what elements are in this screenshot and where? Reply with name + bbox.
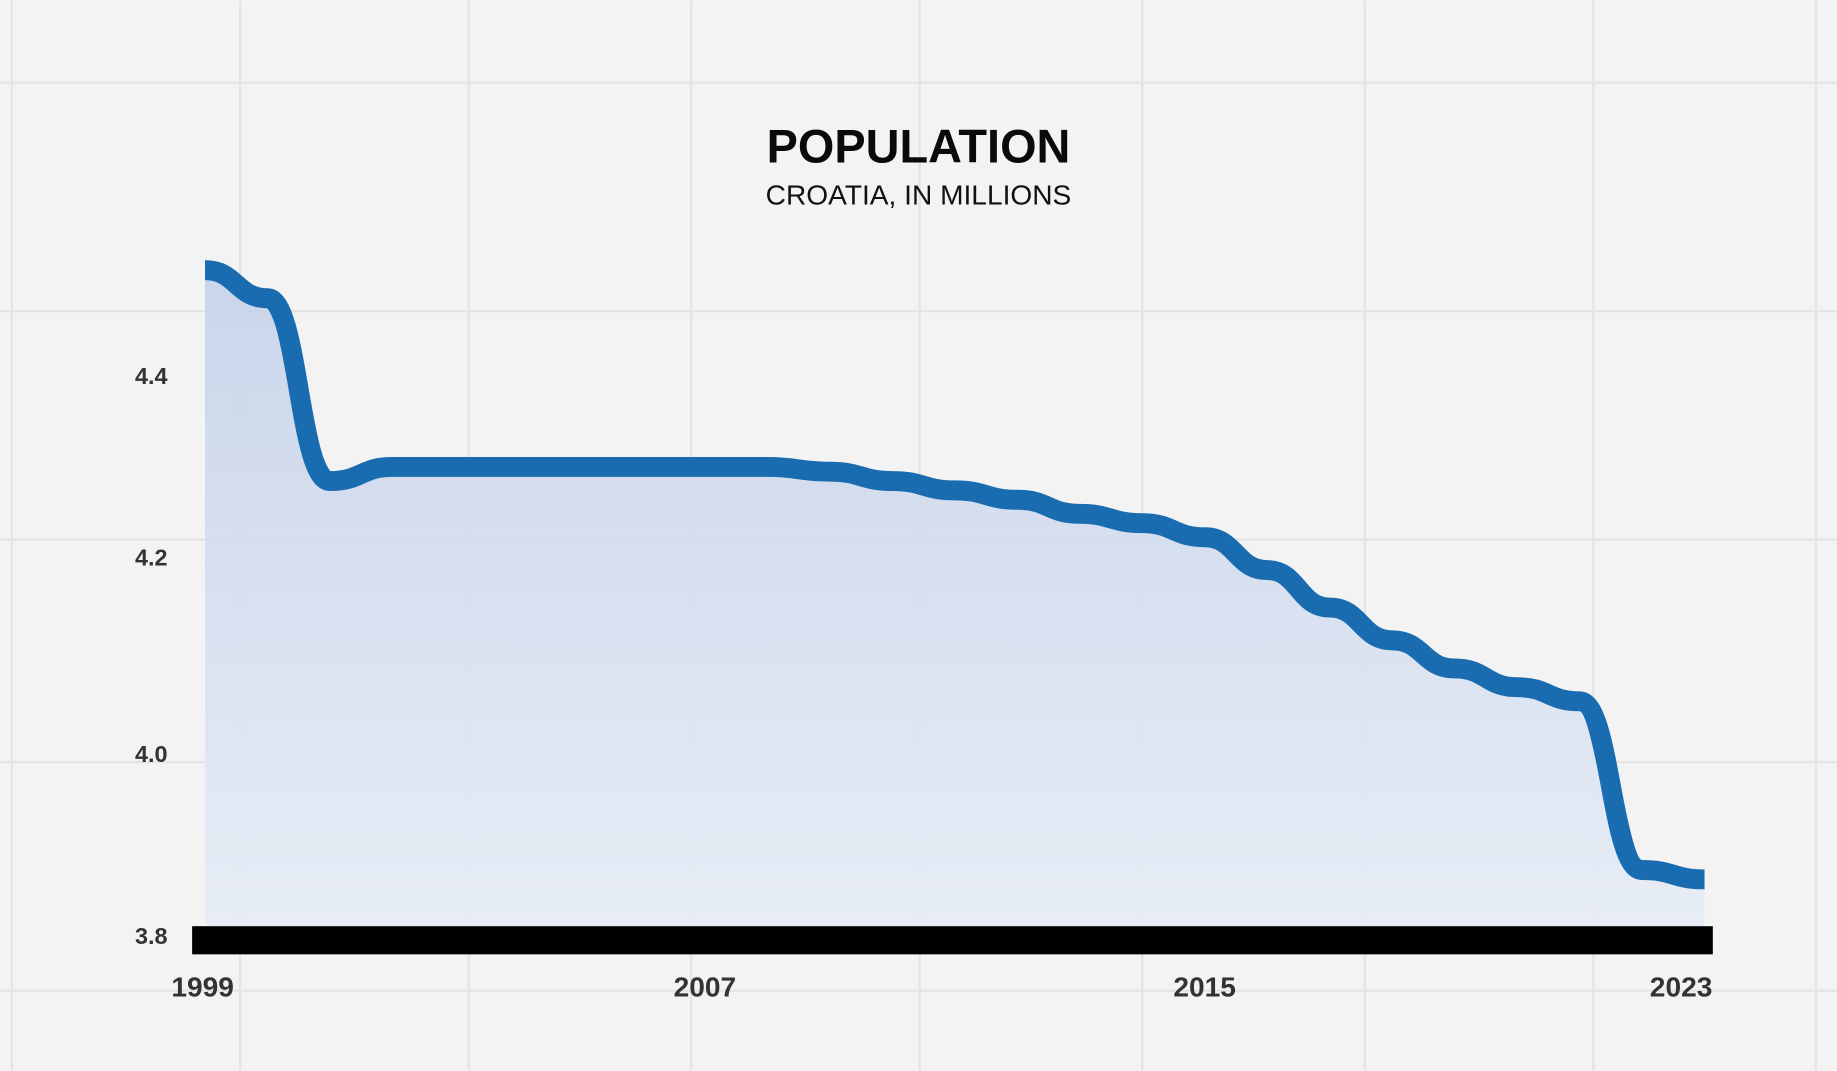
y-tick-label: 4.0 <box>135 741 168 767</box>
chart-title: POPULATION <box>767 120 1071 172</box>
x-tick-label: 2023 <box>1650 972 1713 1003</box>
chart-subtitle: CROATIA, IN MILLIONS <box>766 180 1072 211</box>
series-line <box>204 260 1705 890</box>
y-tick-label: 4.2 <box>135 544 168 570</box>
x-tick-label: 2007 <box>674 972 737 1003</box>
area-fill <box>205 270 1705 927</box>
x-tick-label: 1999 <box>171 972 234 1003</box>
y-tick-label: 3.8 <box>135 923 168 949</box>
y-tick-label: 4.4 <box>135 363 168 389</box>
x-tick-label: 2015 <box>1173 972 1236 1003</box>
x-axis-bar <box>192 926 1713 955</box>
